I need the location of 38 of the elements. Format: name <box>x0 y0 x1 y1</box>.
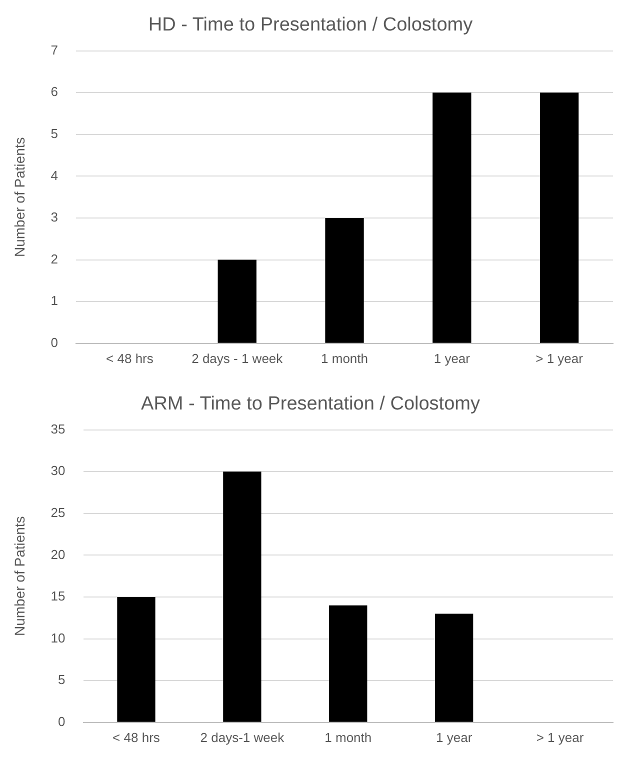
x-tick-label: 2 days-1 week <box>200 730 285 745</box>
y-tick-label: 7 <box>50 42 58 58</box>
x-tick-label: 1 year <box>436 730 473 745</box>
y-tick-label: 3 <box>50 210 58 225</box>
y-tick-label: 0 <box>50 334 58 350</box>
bar <box>218 260 256 343</box>
x-tick-label: > 1 year <box>536 730 584 745</box>
bar <box>435 614 474 722</box>
bar <box>117 597 156 722</box>
y-tick-label: 4 <box>50 168 58 183</box>
bar <box>432 92 472 343</box>
bar <box>540 92 579 343</box>
x-tick-label: 1 month <box>324 730 372 745</box>
bar <box>329 605 368 722</box>
y-tick-label: 35 <box>50 421 66 436</box>
x-tick-label: 1 month <box>321 350 368 366</box>
y-tick-label: 5 <box>50 126 58 141</box>
x-tick-label: > 1 year <box>536 350 584 366</box>
y-tick-label: 5 <box>58 672 66 688</box>
y-tick-label: 25 <box>50 504 66 520</box>
chart-title: ARM - Time to Presentation / Colostomy <box>141 394 480 415</box>
y-axis-title: Number of Patients <box>11 516 28 636</box>
chart-title: HD - Time to Presentation / Colostomy <box>148 14 474 36</box>
y-tick-label: 2 <box>50 251 58 266</box>
y-tick-label: 10 <box>50 630 66 646</box>
y-axis-title: Number of Patients <box>11 137 28 258</box>
bar <box>325 218 364 343</box>
y-tick-label: 20 <box>50 546 66 562</box>
x-tick-label: 1 year <box>434 350 471 366</box>
x-tick-label: < 48 hrs <box>106 350 154 366</box>
y-tick-label: 30 <box>50 463 66 478</box>
x-tick-label: 2 days - 1 week <box>192 350 284 366</box>
bar <box>223 472 262 722</box>
x-tick-label: < 48 hrs <box>112 730 160 745</box>
y-tick-label: 6 <box>50 84 58 100</box>
y-tick-label: 1 <box>50 293 58 308</box>
y-tick-label: 0 <box>58 714 66 729</box>
y-tick-label: 15 <box>50 588 66 604</box>
